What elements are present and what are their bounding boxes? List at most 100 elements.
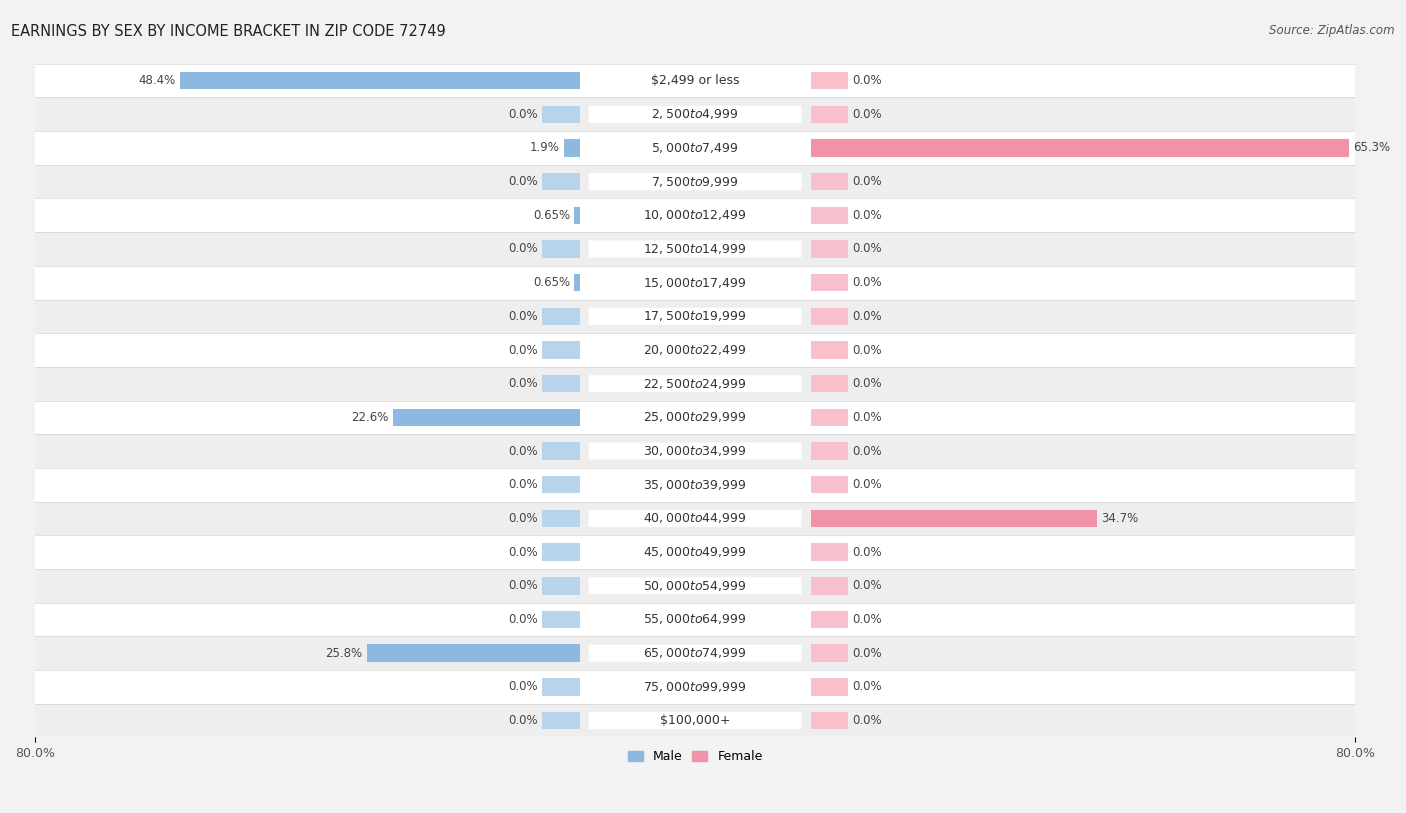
FancyBboxPatch shape xyxy=(35,535,1355,569)
FancyBboxPatch shape xyxy=(35,198,1355,233)
Text: 0.0%: 0.0% xyxy=(509,377,538,390)
Text: 0.0%: 0.0% xyxy=(852,445,882,458)
Text: 0.0%: 0.0% xyxy=(852,344,882,357)
FancyBboxPatch shape xyxy=(589,645,801,662)
FancyBboxPatch shape xyxy=(35,63,1355,98)
Text: 0.0%: 0.0% xyxy=(852,242,882,255)
Text: $2,499 or less: $2,499 or less xyxy=(651,74,740,87)
Bar xyxy=(811,139,1350,157)
Text: $20,000 to $22,499: $20,000 to $22,499 xyxy=(644,343,747,357)
Text: 0.0%: 0.0% xyxy=(509,445,538,458)
Text: 0.0%: 0.0% xyxy=(509,714,538,727)
FancyBboxPatch shape xyxy=(35,602,1355,637)
FancyBboxPatch shape xyxy=(589,341,801,359)
Text: 0.0%: 0.0% xyxy=(509,344,538,357)
Bar xyxy=(564,139,579,157)
Bar xyxy=(543,678,579,696)
FancyBboxPatch shape xyxy=(35,670,1355,703)
Text: 48.4%: 48.4% xyxy=(139,74,176,87)
Text: $22,500 to $24,999: $22,500 to $24,999 xyxy=(644,376,747,391)
Text: $12,500 to $14,999: $12,500 to $14,999 xyxy=(644,242,747,256)
Text: 0.0%: 0.0% xyxy=(852,714,882,727)
Text: $35,000 to $39,999: $35,000 to $39,999 xyxy=(644,478,747,492)
Text: 0.0%: 0.0% xyxy=(852,579,882,592)
Text: 0.0%: 0.0% xyxy=(509,478,538,491)
Bar xyxy=(543,476,579,493)
FancyBboxPatch shape xyxy=(35,165,1355,198)
FancyBboxPatch shape xyxy=(589,106,801,123)
FancyBboxPatch shape xyxy=(589,274,801,291)
FancyBboxPatch shape xyxy=(589,308,801,325)
FancyBboxPatch shape xyxy=(589,577,801,594)
Text: 0.65%: 0.65% xyxy=(533,209,569,222)
Bar xyxy=(811,611,848,628)
Bar xyxy=(811,207,848,224)
Text: 0.0%: 0.0% xyxy=(852,680,882,693)
FancyBboxPatch shape xyxy=(35,401,1355,434)
Text: 0.0%: 0.0% xyxy=(852,310,882,323)
FancyBboxPatch shape xyxy=(35,468,1355,502)
FancyBboxPatch shape xyxy=(35,569,1355,602)
Text: 0.0%: 0.0% xyxy=(852,209,882,222)
FancyBboxPatch shape xyxy=(35,233,1355,266)
Text: 0.65%: 0.65% xyxy=(533,276,569,289)
Bar xyxy=(543,173,579,190)
Text: 0.0%: 0.0% xyxy=(509,546,538,559)
Text: 34.7%: 34.7% xyxy=(1101,512,1139,525)
Text: $65,000 to $74,999: $65,000 to $74,999 xyxy=(644,646,747,660)
Bar xyxy=(367,645,579,662)
Text: $10,000 to $12,499: $10,000 to $12,499 xyxy=(644,208,747,222)
Text: 0.0%: 0.0% xyxy=(852,175,882,188)
FancyBboxPatch shape xyxy=(35,434,1355,468)
Bar xyxy=(574,207,579,224)
Bar xyxy=(811,678,848,696)
Text: 25.8%: 25.8% xyxy=(325,646,363,659)
Text: $40,000 to $44,999: $40,000 to $44,999 xyxy=(644,511,747,525)
Bar xyxy=(811,274,848,291)
Bar xyxy=(543,241,579,258)
Text: 0.0%: 0.0% xyxy=(509,512,538,525)
Text: 0.0%: 0.0% xyxy=(509,242,538,255)
FancyBboxPatch shape xyxy=(589,72,801,89)
FancyBboxPatch shape xyxy=(589,611,801,628)
Bar xyxy=(543,375,579,393)
Bar xyxy=(811,543,848,561)
FancyBboxPatch shape xyxy=(35,266,1355,299)
FancyBboxPatch shape xyxy=(589,375,801,392)
Bar xyxy=(811,409,848,426)
Bar xyxy=(543,442,579,460)
Text: 0.0%: 0.0% xyxy=(509,613,538,626)
Text: Source: ZipAtlas.com: Source: ZipAtlas.com xyxy=(1270,24,1395,37)
FancyBboxPatch shape xyxy=(35,703,1355,737)
Text: 65.3%: 65.3% xyxy=(1354,141,1391,154)
Bar xyxy=(811,173,848,190)
Bar xyxy=(543,711,579,729)
Text: 0.0%: 0.0% xyxy=(852,646,882,659)
Text: 0.0%: 0.0% xyxy=(509,108,538,121)
Text: $45,000 to $49,999: $45,000 to $49,999 xyxy=(644,545,747,559)
Text: $30,000 to $34,999: $30,000 to $34,999 xyxy=(644,444,747,458)
FancyBboxPatch shape xyxy=(589,139,801,157)
Bar xyxy=(811,577,848,594)
Text: 0.0%: 0.0% xyxy=(852,613,882,626)
Bar xyxy=(811,375,848,393)
Bar xyxy=(811,106,848,123)
Bar xyxy=(543,341,579,359)
Text: $50,000 to $54,999: $50,000 to $54,999 xyxy=(644,579,747,593)
FancyBboxPatch shape xyxy=(35,637,1355,670)
Text: $75,000 to $99,999: $75,000 to $99,999 xyxy=(644,680,747,693)
Text: 0.0%: 0.0% xyxy=(852,276,882,289)
Text: $5,000 to $7,499: $5,000 to $7,499 xyxy=(651,141,740,155)
FancyBboxPatch shape xyxy=(589,678,801,695)
FancyBboxPatch shape xyxy=(589,712,801,729)
Bar xyxy=(543,577,579,594)
Bar xyxy=(543,106,579,123)
Bar xyxy=(811,711,848,729)
FancyBboxPatch shape xyxy=(589,173,801,190)
Text: 0.0%: 0.0% xyxy=(852,108,882,121)
Bar xyxy=(811,476,848,493)
Text: $55,000 to $64,999: $55,000 to $64,999 xyxy=(644,612,747,627)
FancyBboxPatch shape xyxy=(35,98,1355,131)
Text: $17,500 to $19,999: $17,500 to $19,999 xyxy=(644,310,747,324)
Bar xyxy=(543,611,579,628)
